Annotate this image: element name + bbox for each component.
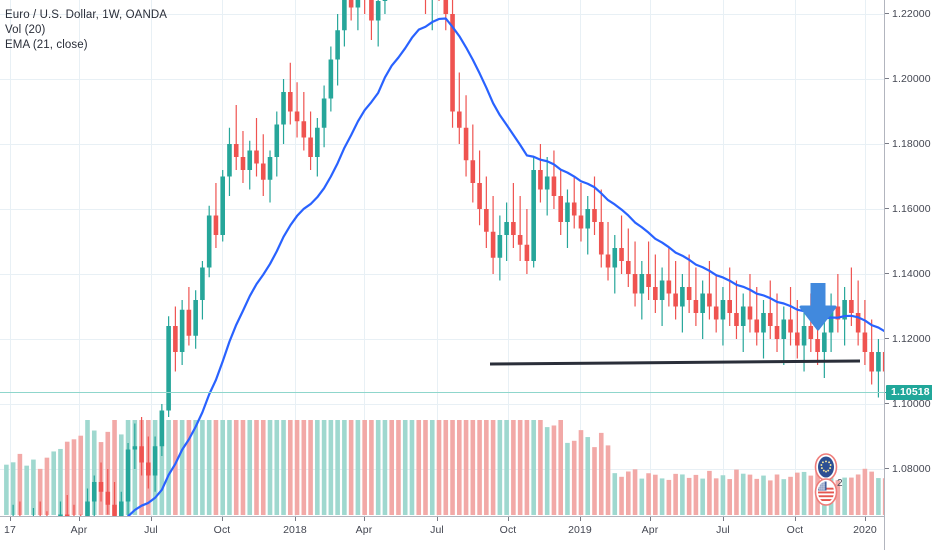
last-price-badge[interactable]: 1.10518	[886, 384, 932, 400]
time-tick-dash	[364, 517, 365, 521]
price-tick-dash	[885, 273, 889, 274]
time-tick-dash	[580, 517, 581, 521]
time-tick-label: Apr	[641, 524, 659, 536]
price-tick-label: 1.18000	[892, 138, 931, 150]
time-tick-label: Jul	[144, 524, 158, 536]
price-tick: 1.12000	[885, 332, 932, 346]
time-axis[interactable]: 17 Apr Jul Oct 2018 Apr Jul Oct 2019 Apr Jul Oct 202…	[0, 516, 932, 550]
price-tick-label: 1.14000	[892, 268, 931, 280]
price-tick-dash	[885, 78, 889, 79]
time-tick-label: Oct	[786, 524, 804, 536]
time-tick-label: 17	[4, 524, 16, 536]
time-tick-dash	[795, 517, 796, 521]
time-tick-label: 2019	[568, 524, 592, 536]
price-tick-label: 1.10000	[892, 398, 931, 410]
time-tick-label: 2020	[853, 524, 877, 536]
price-tick-dash	[885, 13, 889, 14]
time-tick-dash	[295, 517, 296, 521]
axis-corner	[884, 516, 932, 550]
last-price-label: 1.10518	[891, 385, 930, 398]
price-tick: 1.20000	[885, 72, 932, 86]
time-tick-dash	[151, 517, 152, 521]
down-arrow-icon[interactable]	[798, 283, 838, 331]
time-tick-label: Apr	[70, 524, 88, 536]
trendline-drawing[interactable]	[489, 359, 861, 366]
price-tick-label: 1.08000	[892, 463, 931, 475]
price-tick: 1.16000	[885, 202, 932, 216]
chart-plot-area[interactable]	[0, 0, 884, 516]
price-tick-dash	[885, 208, 889, 209]
time-tick-dash	[222, 517, 223, 521]
price-tick-dash	[885, 403, 889, 404]
ema-line	[126, 17, 884, 516]
price-tick: 1.14000	[885, 267, 932, 281]
price-tick: 1.22000	[885, 7, 932, 21]
price-tick-label: 1.22000	[892, 8, 931, 20]
price-tick-label: 1.12000	[892, 333, 931, 345]
time-tick-dash	[508, 517, 509, 521]
time-tick-label: Jul	[716, 524, 730, 536]
price-tick-dash	[885, 143, 889, 144]
price-tick-dash	[885, 468, 889, 469]
price-tick-label: 1.16000	[892, 203, 931, 215]
time-tick-label: Apr	[355, 524, 373, 536]
price-axis[interactable]: 1.22000 1.20000 1.18000 1.16000 1.14000 1.120…	[884, 0, 932, 516]
chart-canvas	[0, 0, 884, 516]
time-tick-dash	[79, 517, 80, 521]
time-tick-dash	[865, 517, 866, 521]
time-tick-label: 2018	[283, 524, 307, 536]
eu-flag-badge[interactable]	[814, 453, 838, 481]
time-tick-dash	[10, 517, 11, 521]
us-flag-badge[interactable]	[814, 478, 838, 506]
time-tick-label: Oct	[499, 524, 517, 536]
price-tick: 1.10000	[885, 397, 932, 411]
time-tick-dash	[723, 517, 724, 521]
price-tick-label: 1.20000	[892, 73, 931, 85]
volume-bars	[4, 420, 884, 515]
time-tick-label: Jul	[430, 524, 444, 536]
price-tick: 1.08000	[885, 462, 932, 476]
price-tick-dash	[885, 338, 889, 339]
badge-count: 2	[837, 478, 843, 489]
last-price-dash	[885, 391, 889, 393]
time-tick-dash	[437, 517, 438, 521]
price-tick: 1.18000	[885, 137, 932, 151]
time-tick-label: Oct	[213, 524, 231, 536]
time-tick-dash	[650, 517, 651, 521]
